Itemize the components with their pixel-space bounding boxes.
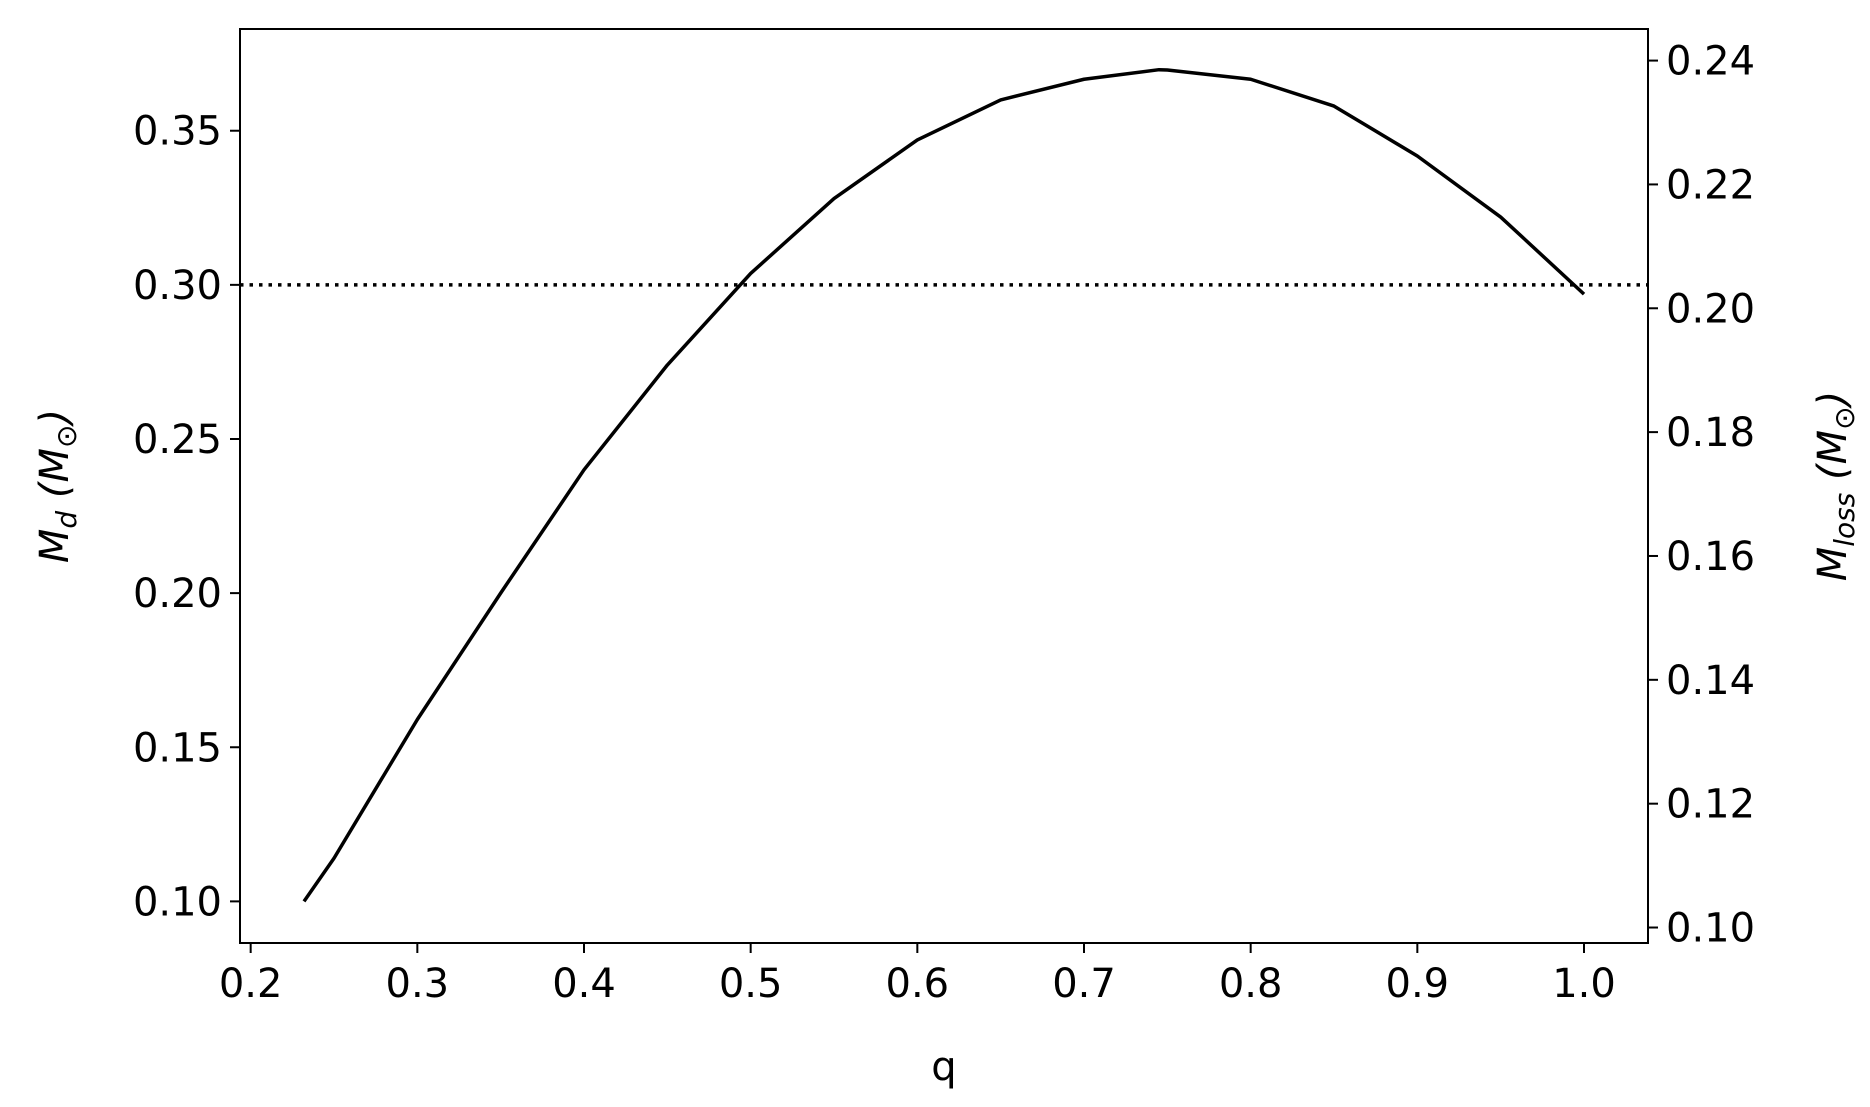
x-tick-label: 1.0 <box>1552 961 1616 1007</box>
label-part: M <box>1810 547 1856 582</box>
y-tick-label: 0.20 <box>133 571 222 617</box>
y2-axis-label: Mloss (M⊙) <box>1810 391 1861 582</box>
label-part: M <box>32 448 78 483</box>
x-tick-label: 0.9 <box>1386 961 1450 1007</box>
label-part: M <box>32 529 78 564</box>
x-tick-label: 0.2 <box>219 961 283 1007</box>
label-part: loss <box>1828 493 1861 547</box>
y2-tick-label: 0.12 <box>1666 782 1755 828</box>
y2-tick-label: 0.20 <box>1666 286 1755 332</box>
axes-frame <box>239 28 1649 944</box>
y2-tick-label: 0.14 <box>1666 658 1755 704</box>
y2-tick-label: 0.22 <box>1666 162 1755 208</box>
label-part: ( <box>32 480 78 511</box>
x-tick-label: 0.4 <box>552 961 616 1007</box>
x-axis-label: q <box>931 1044 956 1090</box>
y-tick-label: 0.25 <box>133 417 222 463</box>
label-part: M <box>1810 430 1856 465</box>
x-tick-label: 0.3 <box>386 961 450 1007</box>
y-axis-label: Md (M⊙) <box>32 409 83 563</box>
y-tick-label: 0.10 <box>133 879 222 925</box>
y2-tick-label: 0.16 <box>1666 534 1755 580</box>
label-part: d <box>50 511 83 529</box>
label-part: ⊙ <box>1828 406 1861 429</box>
x-tick-label: 0.7 <box>1052 961 1116 1007</box>
y-tick-label: 0.15 <box>133 725 222 771</box>
label-part: ( <box>1810 462 1856 493</box>
x-tick-label: 0.5 <box>719 961 783 1007</box>
y2-tick-label: 0.10 <box>1666 906 1755 952</box>
label-part: ) <box>1810 391 1856 410</box>
label-part: ⊙ <box>50 425 83 448</box>
x-tick-label: 0.8 <box>1219 961 1283 1007</box>
y2-tick-label: 0.24 <box>1666 39 1755 85</box>
x-tick-label: 0.6 <box>886 961 950 1007</box>
data-line <box>302 67 1586 903</box>
y-tick-label: 0.35 <box>133 109 222 155</box>
y-tick-label: 0.30 <box>133 263 222 309</box>
y2-tick-label: 0.18 <box>1666 410 1755 456</box>
label-part: ) <box>32 409 78 428</box>
